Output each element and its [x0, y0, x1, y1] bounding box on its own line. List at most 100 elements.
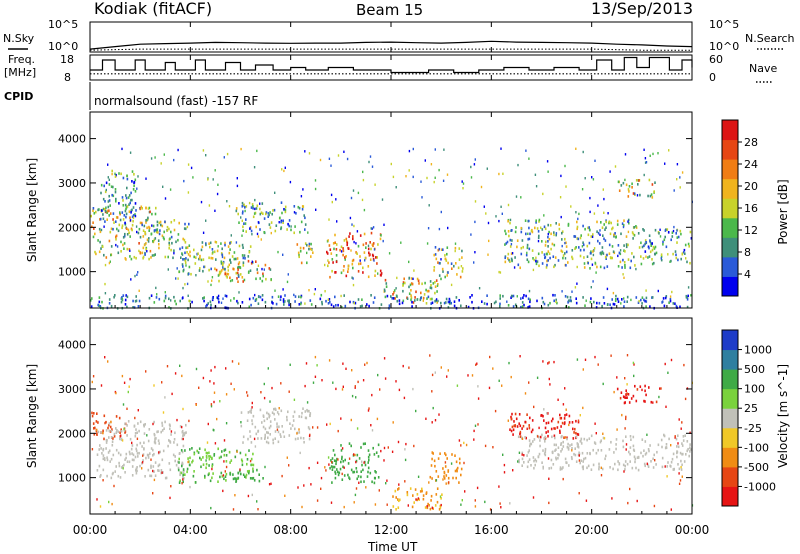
- range-gate-cell: [524, 420, 526, 424]
- range-gate-cell: [123, 247, 125, 250]
- range-gate-cell: [662, 297, 665, 300]
- range-gate-cell: [163, 237, 165, 241]
- range-gate-cell: [270, 482, 272, 485]
- range-gate-cell: [458, 481, 460, 484]
- range-gate-cell: [330, 501, 333, 504]
- range-gate-cell: [676, 229, 678, 232]
- range-gate-cell: [564, 457, 567, 461]
- range-gate-cell: [211, 279, 213, 282]
- range-gate-cell: [269, 424, 272, 428]
- range-gate-cell: [207, 302, 209, 305]
- range-gate-cell: [305, 416, 308, 420]
- range-gate-cell: [113, 295, 115, 299]
- range-gate-cell: [206, 451, 209, 455]
- range-gate-cell: [664, 162, 666, 165]
- range-gate-cell: [283, 435, 286, 438]
- range-gate-cell: [525, 294, 527, 298]
- range-gate-cell: [576, 445, 579, 448]
- range-gate-cell: [186, 282, 189, 286]
- range-gate-cell: [592, 253, 595, 257]
- range-gate-cell: [359, 305, 362, 308]
- range-gate-cell: [177, 460, 179, 464]
- range-gate-cell: [650, 193, 653, 196]
- range-gate-cell: [548, 467, 550, 470]
- range-gate-cell: [125, 215, 127, 219]
- range-gate-cell: [145, 206, 147, 210]
- range-gate-cell: [618, 189, 621, 192]
- range-gate-cell: [381, 198, 384, 201]
- range-gate-cell: [533, 438, 536, 441]
- range-gate-cell: [98, 250, 101, 254]
- range-gate-cell: [264, 300, 267, 304]
- range-gate-cell: [276, 425, 278, 428]
- range-gate-cell: [396, 295, 398, 298]
- range-gate-cell: [232, 477, 235, 481]
- range-gate-cell: [308, 466, 310, 470]
- range-gate-cell: [620, 302, 622, 305]
- range-gate-cell: [358, 457, 361, 460]
- range-gate-cell: [438, 508, 441, 511]
- range-gate-cell: [269, 400, 271, 403]
- range-gate-cell: [211, 248, 214, 251]
- range-gate-cell: [535, 262, 538, 266]
- range-gate-cell: [105, 420, 107, 424]
- range-gate-cell: [236, 299, 238, 303]
- range-gate-cell: [628, 185, 631, 188]
- range-gate-cell: [473, 438, 475, 441]
- range-gate-cell: [349, 300, 351, 304]
- range-gate-cell: [498, 485, 500, 488]
- range-gate-cell: [102, 468, 105, 472]
- range-gate-cell: [226, 152, 229, 156]
- range-gate-cell: [477, 397, 480, 400]
- range-gate-cell: [246, 458, 249, 461]
- range-gate-cell: [234, 477, 236, 480]
- range-gate-cell: [512, 469, 514, 472]
- range-gate-cell: [571, 249, 574, 252]
- range-gate-cell: [209, 245, 211, 249]
- range-gate-cell: [348, 235, 350, 238]
- range-gate-cell: [675, 232, 677, 235]
- range-gate-cell: [521, 301, 524, 304]
- range-gate-cell: [119, 211, 121, 214]
- range-gate-cell: [376, 417, 379, 421]
- range-gate-cell: [484, 444, 487, 448]
- range-gate-cell: [369, 471, 372, 475]
- range-gate-cell: [448, 297, 451, 301]
- range-gate-cell: [433, 459, 436, 463]
- range-gate-cell: [271, 386, 273, 390]
- range-gate-cell: [404, 281, 406, 285]
- range-gate-cell: [555, 233, 557, 237]
- range-gate-cell: [132, 299, 134, 303]
- range-gate-cell: [241, 463, 244, 467]
- range-gate-cell: [236, 177, 238, 180]
- range-gate-cell: [164, 476, 167, 480]
- range-gate-cell: [286, 456, 288, 459]
- range-gate-cell: [650, 400, 653, 404]
- range-gate-cell: [257, 302, 260, 305]
- range-gate-cell: [510, 415, 512, 419]
- range-gate-cell: [103, 457, 106, 460]
- range-gate-cell: [124, 303, 127, 306]
- range-gate-cell: [170, 430, 173, 433]
- range-gate-cell: [667, 231, 670, 234]
- range-gate-cell: [678, 418, 680, 421]
- range-gate-cell: [589, 252, 592, 255]
- range-gate-cell: [581, 188, 584, 191]
- range-gate-cell: [477, 423, 479, 426]
- range-gate-cell: [501, 212, 503, 215]
- range-gate-cell: [129, 249, 131, 252]
- range-gate-cell: [144, 475, 146, 478]
- range-gate-cell: [131, 180, 133, 183]
- range-gate-cell: [623, 276, 625, 279]
- range-gate-cell: [503, 463, 506, 467]
- range-gate-cell: [367, 449, 370, 452]
- range-gate-cell: [108, 423, 110, 427]
- range-gate-cell: [224, 241, 226, 245]
- range-gate-cell: [112, 185, 114, 189]
- range-gate-cell: [636, 388, 639, 391]
- range-gate-cell: [506, 240, 509, 244]
- range-gate-cell: [398, 302, 401, 306]
- range-gate-cell: [222, 261, 224, 265]
- velocity-colorbar-swatch: [722, 466, 738, 487]
- range-gate-cell: [549, 301, 551, 305]
